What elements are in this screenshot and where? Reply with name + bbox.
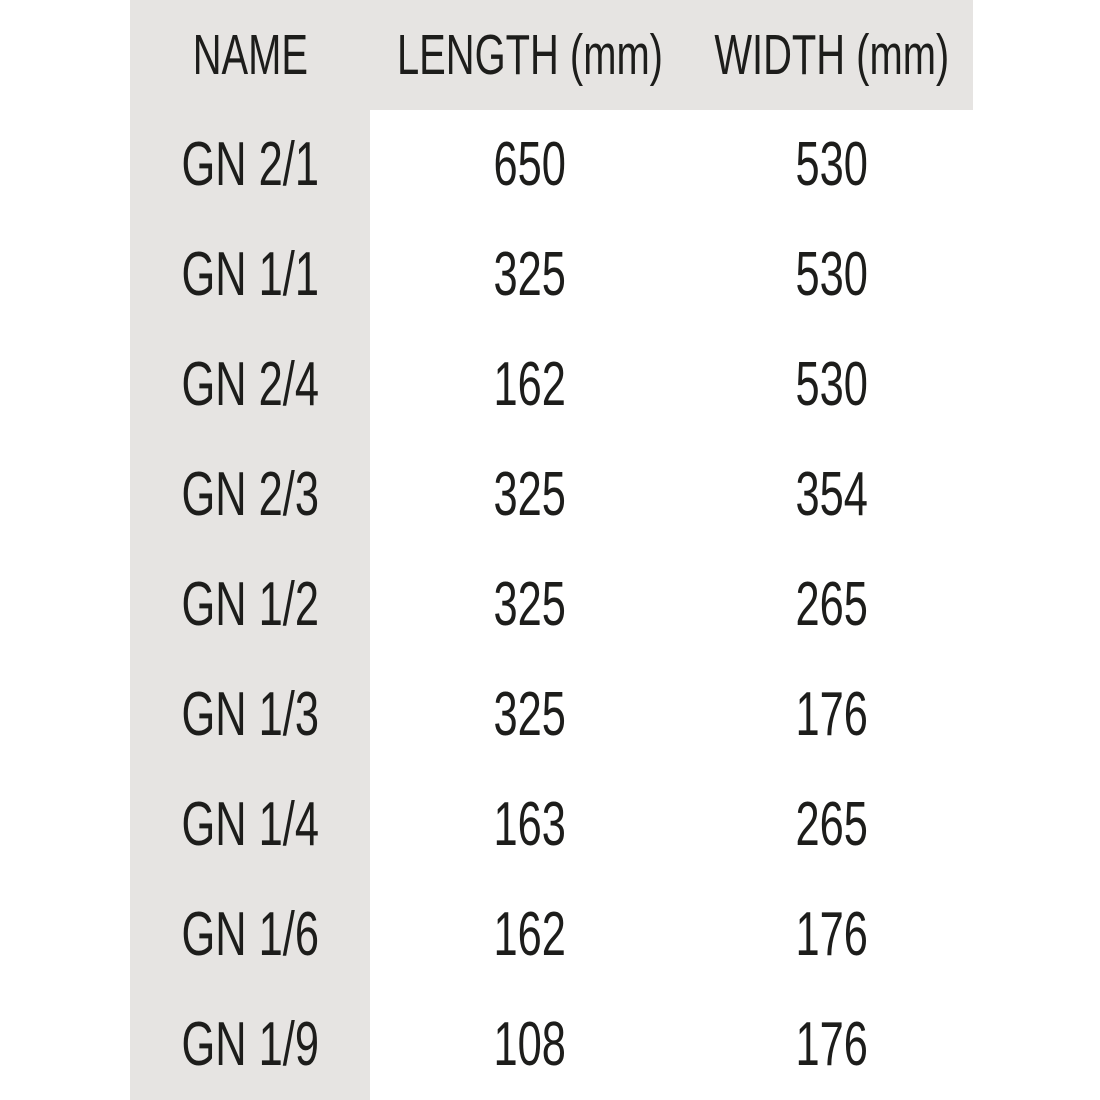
cell-width: 176 — [690, 660, 973, 770]
row-width-value: 530 — [795, 130, 868, 199]
row-name-label: GN 1/2 — [181, 570, 319, 639]
table-row: GN 1/6 162 176 — [130, 880, 973, 990]
cell-name: GN 2/1 — [130, 110, 370, 220]
cell-name: GN 2/4 — [130, 330, 370, 440]
row-length-value: 162 — [493, 900, 567, 969]
row-length-value: 650 — [493, 130, 567, 199]
row-name-label: GN 2/3 — [181, 460, 319, 529]
row-name-label: GN 1/1 — [181, 240, 319, 309]
row-length-value: 162 — [493, 350, 567, 419]
header-cell-length: LENGTH (mm) — [370, 0, 690, 110]
row-width-value: 176 — [795, 900, 868, 969]
cell-name: GN 2/3 — [130, 440, 370, 550]
cell-width: 530 — [690, 330, 973, 440]
header-row-background — [130, 0, 973, 110]
row-name-label: GN 1/9 — [181, 1010, 319, 1079]
cell-width: 265 — [690, 770, 973, 880]
cell-name: GN 1/1 — [130, 220, 370, 330]
header-label-name: NAME — [192, 22, 308, 87]
row-width-value: 265 — [795, 790, 868, 859]
cell-length: 163 — [370, 770, 690, 880]
cell-length: 108 — [370, 990, 690, 1100]
header-label-length: LENGTH (mm) — [397, 22, 663, 87]
table-row: GN 2/1 650 530 — [130, 110, 973, 220]
cell-width: 354 — [690, 440, 973, 550]
cell-length: 325 — [370, 220, 690, 330]
row-width-value: 265 — [795, 570, 868, 639]
table-row: GN 1/4 163 265 — [130, 770, 973, 880]
table-row: GN 1/3 325 176 — [130, 660, 973, 770]
table-row: GN 1/1 325 530 — [130, 220, 973, 330]
cell-width: 530 — [690, 110, 973, 220]
table-header-row: NAME LENGTH (mm) WIDTH (mm) — [130, 0, 973, 110]
row-length-value: 108 — [493, 1010, 567, 1079]
cell-name: GN 1/6 — [130, 880, 370, 990]
cell-length: 325 — [370, 550, 690, 660]
cell-width: 176 — [690, 880, 973, 990]
cell-length: 325 — [370, 660, 690, 770]
row-width-value: 530 — [795, 240, 868, 309]
table-row: GN 2/4 162 530 — [130, 330, 973, 440]
row-length-value: 325 — [493, 240, 567, 309]
cell-width: 265 — [690, 550, 973, 660]
row-width-value: 354 — [795, 460, 868, 529]
cell-name: GN 1/2 — [130, 550, 370, 660]
row-name-label: GN 2/1 — [181, 130, 319, 199]
cell-name: GN 1/4 — [130, 770, 370, 880]
row-length-value: 325 — [493, 680, 567, 749]
row-length-value: 325 — [493, 570, 567, 639]
table: NAME LENGTH (mm) WIDTH (mm) GN 2/1 650 5… — [130, 0, 973, 1100]
table-row: GN 1/2 325 265 — [130, 550, 973, 660]
table-row: GN 2/3 325 354 — [130, 440, 973, 550]
cell-length: 650 — [370, 110, 690, 220]
row-length-value: 325 — [493, 460, 567, 529]
row-name-label: GN 1/6 — [181, 900, 319, 969]
row-width-value: 176 — [795, 1010, 868, 1079]
cell-name: GN 1/3 — [130, 660, 370, 770]
row-length-value: 163 — [493, 790, 567, 859]
table-body: GN 2/1 650 530 GN 1/1 325 530 GN 2/4 162… — [130, 110, 973, 1100]
table-row: GN 1/9 108 176 — [130, 990, 973, 1100]
cell-name: GN 1/9 — [130, 990, 370, 1100]
cell-width: 176 — [690, 990, 973, 1100]
row-name-label: GN 1/3 — [181, 680, 319, 749]
row-name-label: GN 2/4 — [181, 350, 319, 419]
cell-length: 325 — [370, 440, 690, 550]
cell-length: 162 — [370, 880, 690, 990]
header-cell-name: NAME — [130, 0, 370, 110]
row-width-value: 530 — [795, 350, 868, 419]
row-name-label: GN 1/4 — [181, 790, 319, 859]
cell-length: 162 — [370, 330, 690, 440]
header-cell-width: WIDTH (mm) — [690, 0, 973, 110]
header-label-width: WIDTH (mm) — [714, 22, 949, 87]
name-column-background — [130, 0, 370, 1100]
cell-width: 530 — [690, 220, 973, 330]
row-width-value: 176 — [795, 680, 868, 749]
